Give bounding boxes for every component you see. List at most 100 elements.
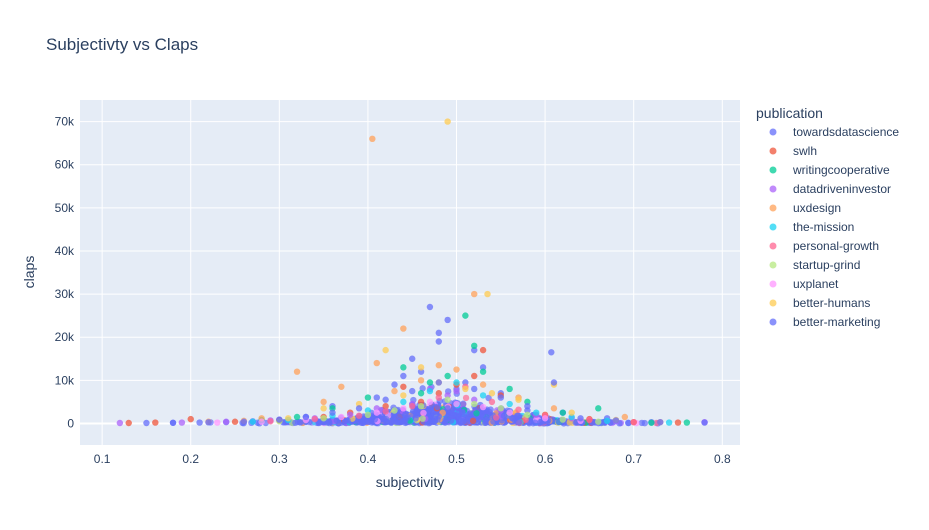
background-point: [473, 410, 480, 417]
background-point: [515, 419, 523, 426]
data-point-datadriveninvestor: [116, 419, 124, 427]
legend-marker: [769, 280, 777, 288]
background-point: [371, 416, 379, 423]
data-point-uxplanet: [426, 398, 434, 406]
data-point-better-marketing: [205, 419, 212, 426]
data-point-personal-growth: [630, 418, 637, 426]
data-point-towardsdatascience: [426, 303, 434, 311]
data-point-better-humans: [484, 290, 491, 298]
legend-item-datadriveninvestor[interactable]: datadriveninvestor: [769, 182, 892, 196]
data-point-writingcooperative: [648, 419, 655, 426]
legend-item-writingcooperative[interactable]: writingcooperative: [769, 163, 891, 177]
legend-item-the-mission[interactable]: the-mission: [769, 220, 855, 234]
data-point-swlh: [125, 419, 132, 427]
legend-item-personal-growth[interactable]: personal-growth: [769, 239, 880, 253]
y-axis-ticks: 0 10k 20k 30k 40k 50k 60k 70k: [55, 115, 75, 431]
x-tick-label: 0.6: [537, 452, 554, 466]
background-point: [508, 415, 516, 422]
background-point: [434, 403, 441, 411]
legend-item-uxdesign[interactable]: uxdesign: [769, 201, 842, 215]
x-tick-label: 0.5: [448, 452, 465, 466]
data-point-towardsdatascience: [435, 338, 442, 345]
legend-label: towardsdatascience: [793, 125, 899, 139]
background-point: [469, 417, 477, 425]
data-point-better-marketing: [382, 396, 389, 403]
background-point: [296, 418, 303, 426]
legend-label: better-humans: [793, 296, 870, 310]
data-point-swlh: [231, 418, 239, 425]
data-point-better-humans: [444, 118, 451, 125]
legend-item-uxplanet[interactable]: uxplanet: [769, 277, 840, 291]
x-axis-title: subjectivity: [376, 474, 444, 490]
x-tick-label: 0.3: [271, 452, 288, 466]
data-point-writingcooperative: [479, 368, 487, 375]
legend-label: datadriveninvestor: [793, 182, 891, 196]
data-point-startup-grind: [595, 418, 602, 425]
data-point-better-humans: [568, 409, 575, 416]
data-point-towardsdatascience: [444, 316, 451, 324]
legend-marker: [769, 147, 777, 155]
data-points: [116, 118, 708, 427]
background-point: [641, 419, 648, 427]
x-axis-ticks: 0.1 0.2 0.3 0.4 0.5 0.6 0.7 0.8: [94, 452, 731, 466]
background-point: [442, 416, 449, 424]
data-point-uxdesign: [391, 387, 398, 395]
background-point: [493, 414, 500, 421]
legend-marker: [769, 128, 777, 136]
data-point-writingcooperative: [364, 394, 372, 401]
data-point-the-mission: [603, 417, 611, 425]
data-point-towardsdatascience: [400, 372, 407, 380]
data-point-startup-grind: [364, 411, 372, 419]
background-point: [412, 415, 419, 422]
data-point-the-mission: [426, 387, 434, 395]
y-tick-label: 20k: [55, 330, 75, 344]
data-point-writingcooperative: [400, 364, 407, 371]
legend-item-better-marketing[interactable]: better-marketing: [769, 315, 881, 329]
data-point-uxdesign: [417, 377, 425, 384]
legend-item-swlh[interactable]: swlh: [769, 144, 818, 158]
data-point-towardsdatascience: [196, 419, 203, 426]
data-point-uxplanet: [258, 418, 265, 425]
background-point: [426, 406, 433, 413]
background-point: [460, 400, 467, 407]
data-point-uxplanet: [373, 409, 380, 416]
data-point-uxdesign: [479, 381, 487, 388]
legend-label: better-marketing: [793, 315, 880, 329]
data-point-uxdesign: [338, 383, 345, 390]
data-point-personal-growth: [311, 415, 318, 423]
background-point: [448, 417, 455, 424]
data-point-personal-growth: [355, 412, 363, 419]
data-point-better-marketing: [471, 385, 478, 393]
legend-label: uxplanet: [793, 277, 839, 291]
x-tick-label: 0.4: [360, 452, 377, 466]
data-point-better-marketing: [612, 417, 620, 424]
data-point-personal-growth: [488, 398, 496, 406]
legend-label: writingcooperative: [792, 163, 890, 177]
legend-item-better-humans[interactable]: better-humans: [769, 296, 871, 310]
background-point: [344, 417, 351, 424]
data-point-the-mission: [533, 409, 540, 416]
legend-title: publication: [756, 105, 823, 121]
data-point-uxplanet: [479, 403, 487, 411]
data-point-startup-grind: [497, 405, 505, 412]
data-point-writingcooperative: [293, 413, 301, 421]
background-point: [333, 417, 340, 424]
data-point-swlh: [674, 419, 682, 426]
legend-item-towardsdatascience[interactable]: towardsdatascience: [769, 125, 900, 139]
data-point-writingcooperative: [444, 372, 451, 380]
data-point-better-marketing: [169, 419, 177, 426]
data-point-better-marketing: [497, 394, 505, 401]
background-point: [462, 394, 470, 402]
background-point: [625, 419, 632, 427]
data-point-datadriveninvestor: [178, 419, 186, 426]
legend-item-startup-grind[interactable]: startup-grind: [769, 258, 861, 272]
background-point: [435, 413, 443, 420]
data-point-better-marketing: [550, 379, 558, 386]
chart-title: Subjectivty vs Claps: [46, 35, 198, 54]
background-point: [449, 409, 456, 416]
y-tick-label: 60k: [55, 158, 75, 172]
legend-marker: [769, 223, 777, 231]
data-point-startup-grind: [320, 415, 327, 422]
data-point-towardsdatascience: [373, 394, 380, 401]
